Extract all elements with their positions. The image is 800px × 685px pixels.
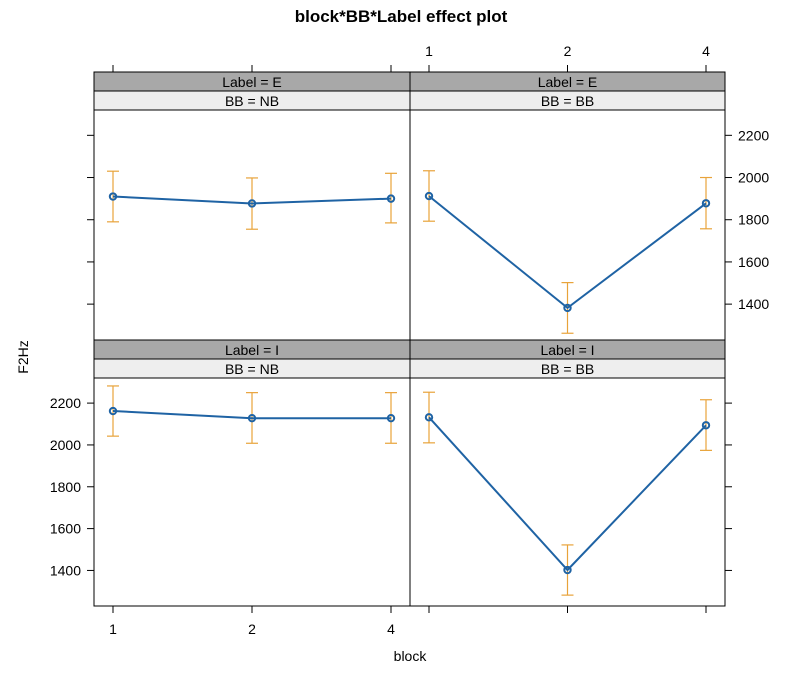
data-point	[386, 194, 396, 203]
y-tick-label-right: 2000	[738, 170, 769, 186]
x-axis-label: block	[394, 648, 428, 664]
data-point	[247, 413, 257, 423]
y-tick-label: 2000	[50, 437, 81, 453]
y-tick-label: 1600	[50, 521, 81, 537]
x-tick-label-top: 2	[564, 43, 572, 59]
strip-label-top: Label = I	[540, 342, 594, 358]
panel-bi: Label = I BB = BB	[409, 339, 726, 607]
x-tick-label: 4	[387, 621, 395, 637]
strip-label-bottom: BB = BB	[541, 93, 594, 109]
data-point	[701, 421, 711, 430]
data-point	[701, 199, 711, 208]
y-axis-label: F2Hz	[15, 340, 31, 373]
series-line	[112, 195, 392, 205]
data-point	[386, 413, 396, 423]
data-point	[424, 191, 434, 201]
x-tick-label: 2	[248, 621, 256, 637]
series-line	[428, 416, 707, 572]
y-tick-label: 1800	[50, 479, 81, 495]
data-point	[424, 413, 434, 422]
strip-label-bottom: BB = BB	[541, 361, 594, 377]
strip-label-bottom: BB = NB	[225, 361, 279, 377]
panel-ne: Label = E BB = NB	[93, 71, 411, 341]
strip-label-top: Label = I	[225, 342, 279, 358]
panel-be: Label = E BB = BB	[409, 71, 726, 341]
series-line	[112, 410, 391, 420]
data-point	[108, 192, 118, 201]
y-tick-label: 2200	[50, 395, 81, 411]
y-tick-label-right: 1400	[738, 296, 769, 312]
y-tick-label: 1400	[50, 562, 81, 578]
chart-title: block*BB*Label effect plot	[295, 7, 508, 26]
y-tick-label-right: 2200	[738, 127, 769, 143]
data-point	[563, 303, 572, 313]
x-tick-label-top: 4	[702, 43, 710, 59]
data-point	[247, 199, 257, 208]
y-tick-label-right: 1600	[738, 254, 769, 270]
data-point	[108, 406, 118, 416]
data-point	[563, 565, 572, 575]
x-tick-label-top: 1	[425, 43, 433, 59]
x-tick-label: 1	[109, 621, 117, 637]
panel-ni: Label = I BB = NB	[93, 339, 411, 607]
series-line	[428, 195, 707, 310]
strip-label-bottom: BB = NB	[225, 93, 279, 109]
y-tick-label-right: 1800	[738, 212, 769, 228]
strip-label-top: Label = E	[538, 74, 598, 90]
strip-label-top: Label = E	[222, 74, 282, 90]
